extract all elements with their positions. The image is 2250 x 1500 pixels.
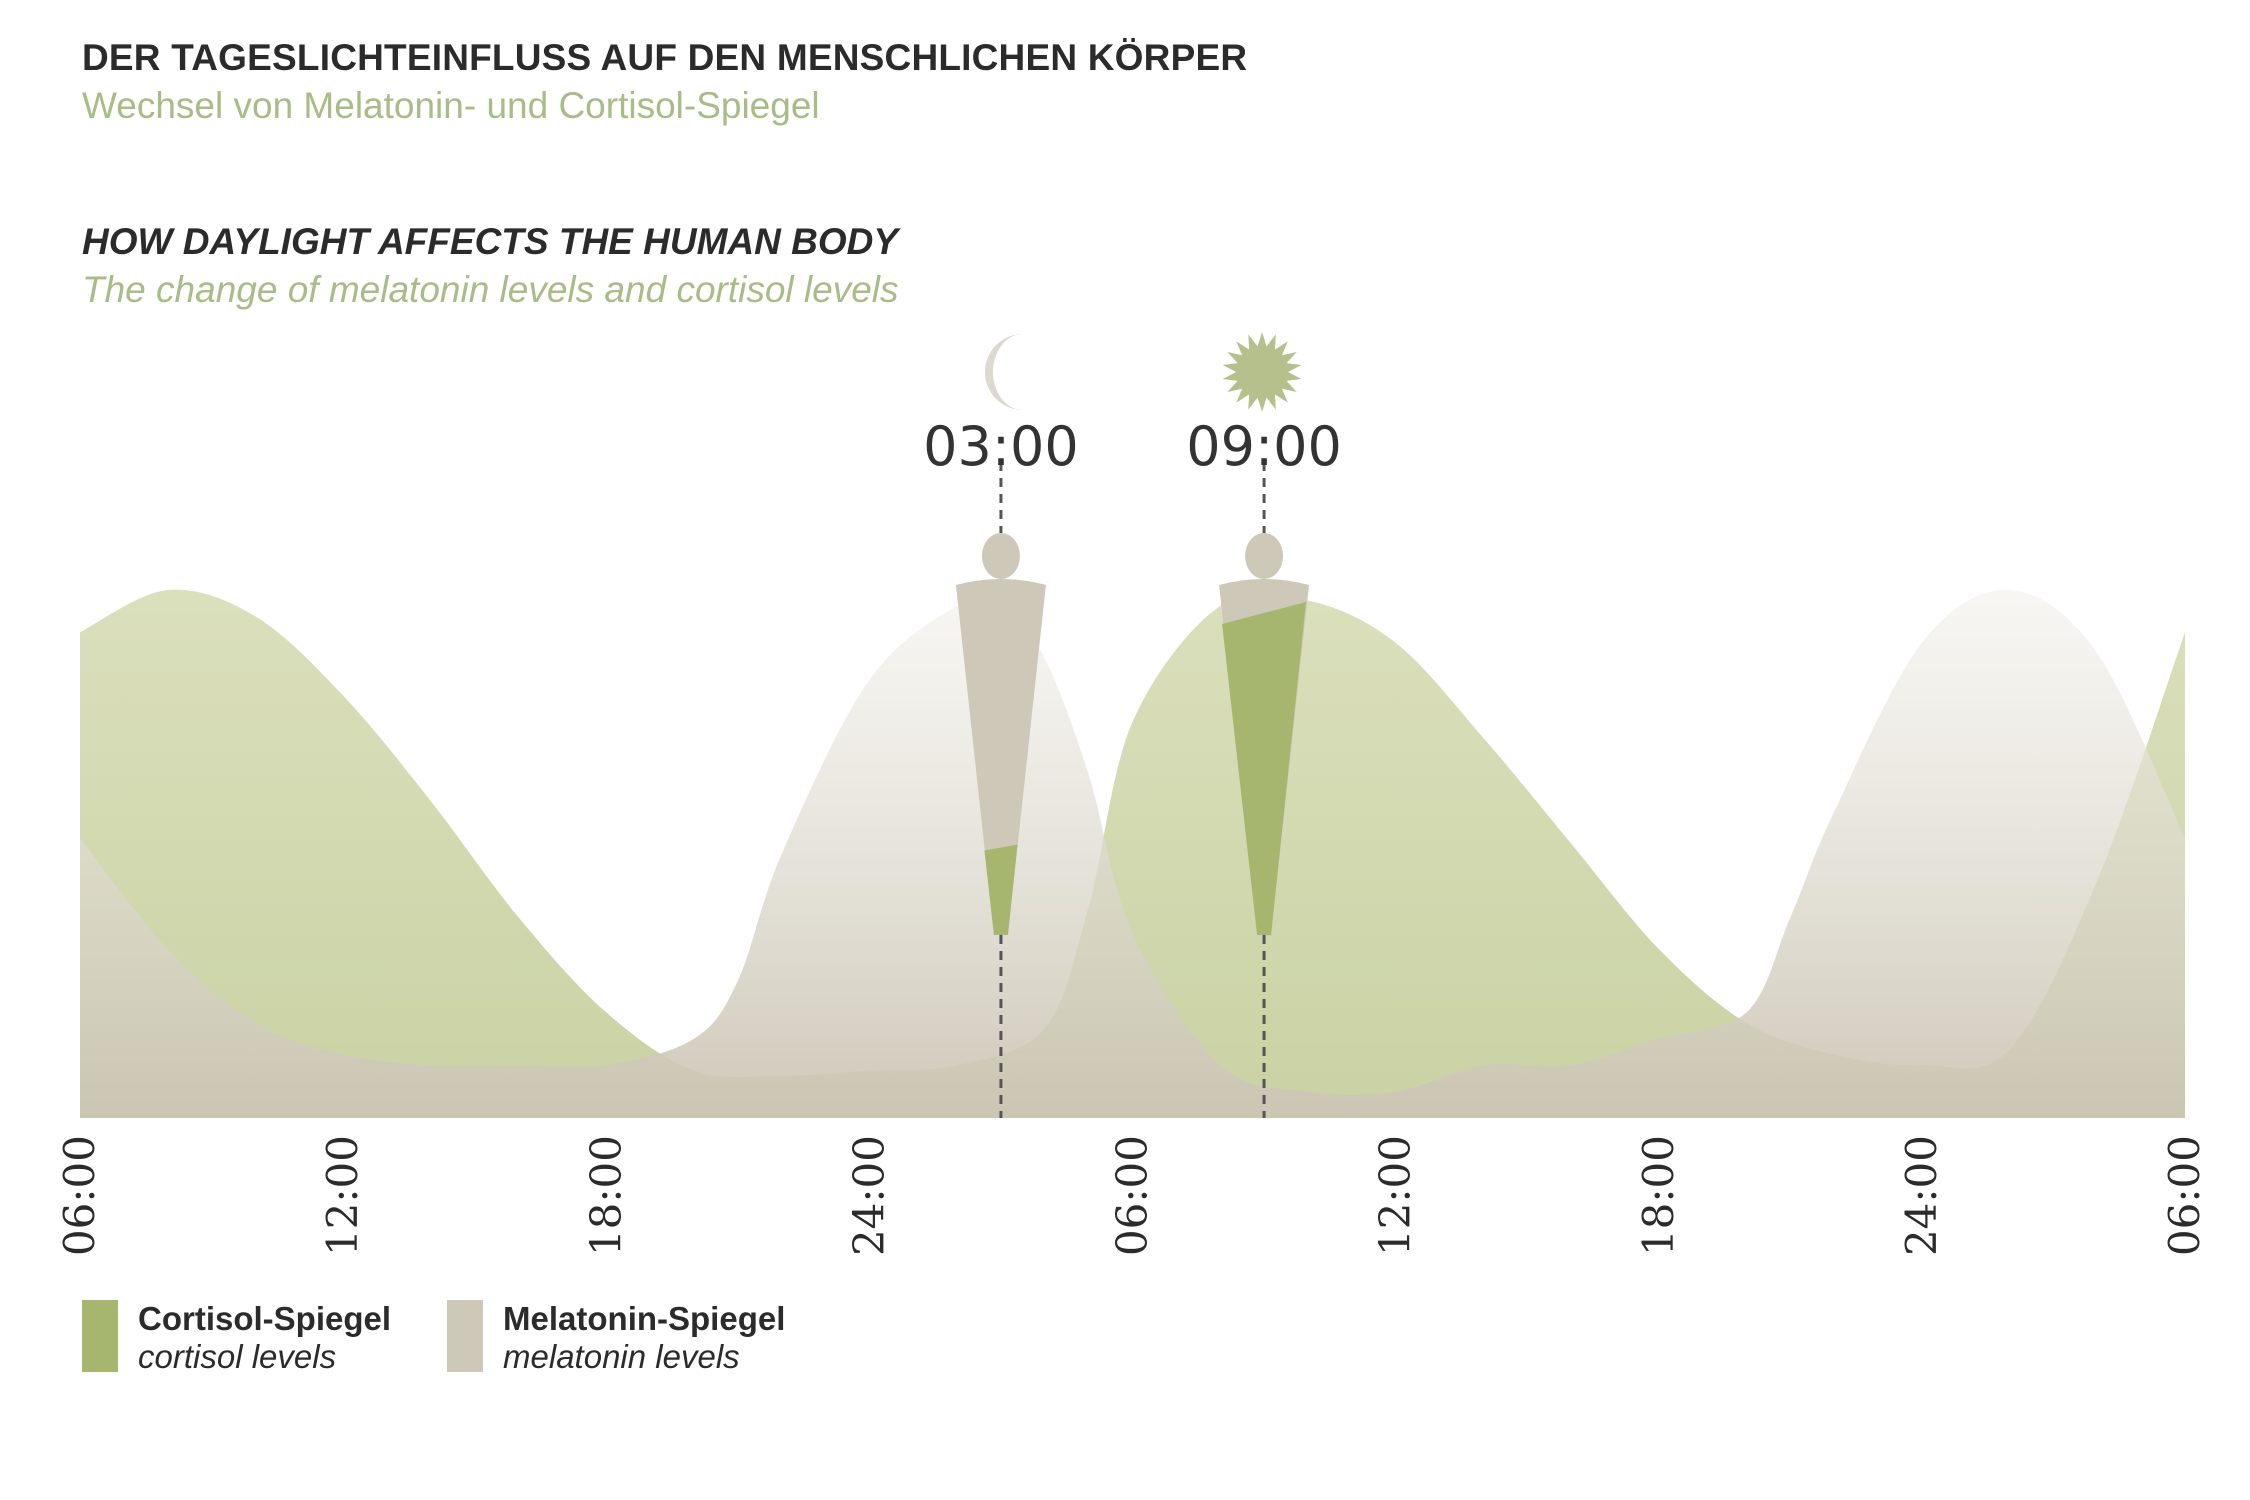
person-cortisol-fill [984, 844, 1018, 935]
person-head [981, 533, 1020, 579]
legend-item-melatonin: Melatonin-Spiegel melatonin levels [447, 1300, 785, 1376]
x-axis: 06:00 12:00 18:00 24:00 06:00 12:00 18:00 24:00… [55, 1135, 2209, 1256]
x-tick-label: 06:00 [1108, 1135, 1157, 1256]
person-cortisol-fill [1222, 601, 1307, 935]
legend-sublabel-melatonin: melatonin levels [503, 1338, 740, 1375]
title-german: DER TAGESLICHTEINFLUSS AUF DEN MENSCHLIC… [82, 37, 1248, 78]
legend-item-cortisol: Cortisol-Spiegel cortisol levels [82, 1300, 391, 1376]
marker-time-label: 09:00 [1186, 415, 1342, 478]
x-tick-label: 06:00 [2160, 1135, 2209, 1256]
person-head [1245, 533, 1284, 579]
legend-sublabel-cortisol: cortisol levels [138, 1338, 337, 1375]
x-tick-label: 12:00 [318, 1135, 367, 1256]
x-tick-label: 06:00 [55, 1135, 104, 1256]
marker-time-label: 03:00 [923, 415, 1079, 478]
marker-morning: 09:00 [1186, 332, 1342, 1118]
area-layer [80, 589, 2185, 1118]
legend-swatch-cortisol [82, 1300, 118, 1372]
person-body [955, 579, 1046, 935]
x-tick-label: 18:00 [1634, 1135, 1683, 1256]
area-melatonin [80, 589, 2185, 1118]
marker-night: 03:00 [923, 334, 1079, 1118]
subtitle-english: The change of melatonin levels and corti… [82, 269, 899, 310]
subtitle-german: Wechsel von Melatonin- und Cortisol-Spie… [82, 85, 820, 126]
legend-label-melatonin: Melatonin-Spiegel [503, 1300, 786, 1337]
marker-layer: 03:00 09:00 [923, 332, 1342, 1118]
sun-icon [1222, 332, 1302, 412]
x-tick-label: 24:00 [1897, 1135, 1946, 1256]
title-english: HOW DAYLIGHT AFFECTS THE HUMAN BODY [82, 221, 899, 262]
legend-label-cortisol: Cortisol-Spiegel [138, 1300, 392, 1337]
title-block: DER TAGESLICHTEINFLUSS AUF DEN MENSCHLIC… [82, 34, 1247, 314]
x-tick-label: 24:00 [844, 1135, 893, 1256]
x-tick-label: 18:00 [581, 1135, 630, 1256]
legend-swatch-melatonin [447, 1300, 484, 1372]
x-tick-label: 12:00 [1371, 1135, 1420, 1256]
moon-icon [984, 334, 1023, 410]
area-cortisol [80, 589, 2185, 1118]
legend: Cortisol-Spiegel cortisol levels Melaton… [82, 1300, 841, 1376]
